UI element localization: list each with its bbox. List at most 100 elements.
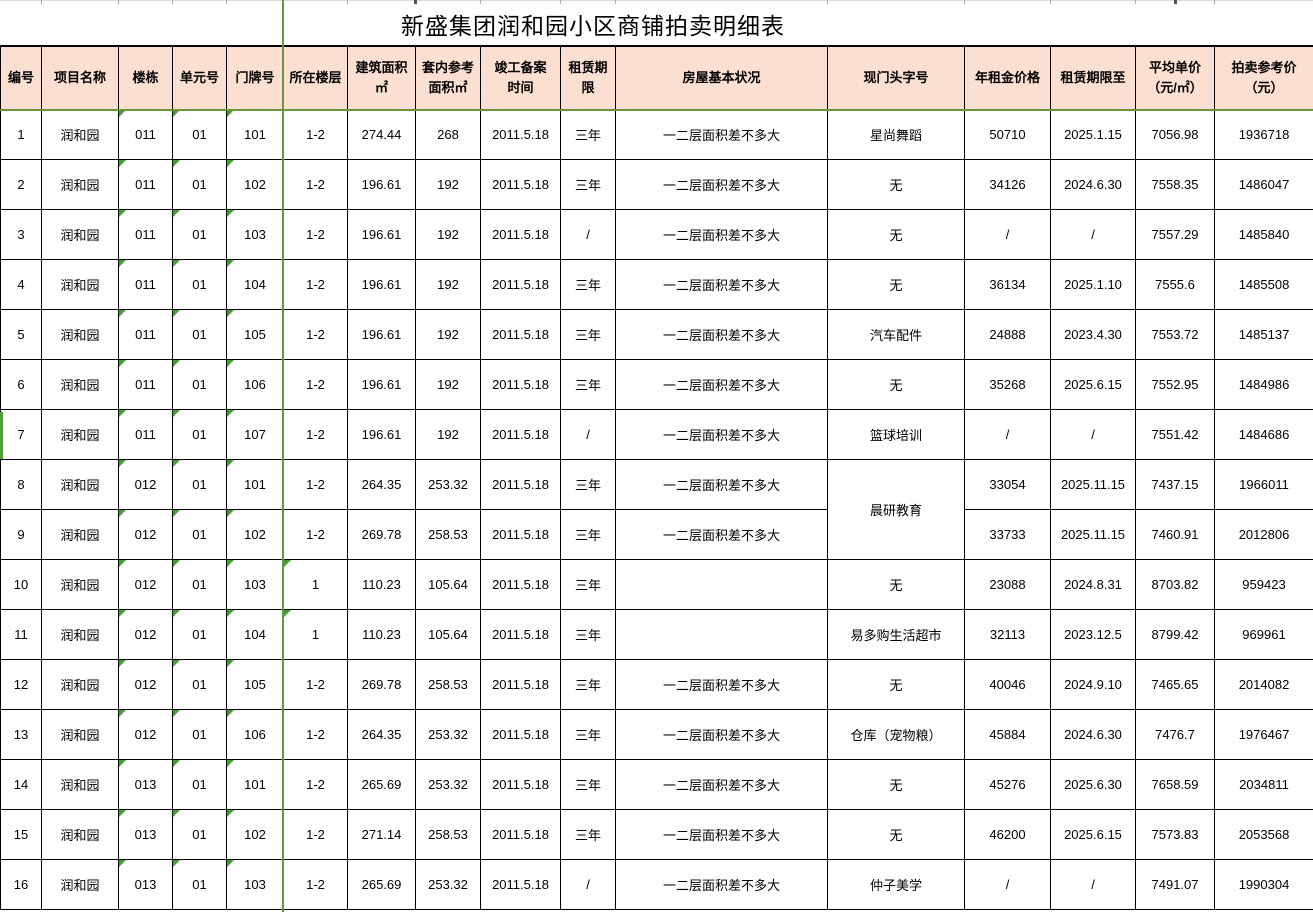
cell-auction_price[interactable]: 959423 xyxy=(1214,559,1313,610)
cell-lease_until[interactable]: 2024.6.30 xyxy=(1050,159,1136,210)
cell-project[interactable]: 润和园 xyxy=(41,659,119,710)
cell-condition[interactable] xyxy=(615,559,828,610)
cell-avg_price[interactable]: 7460.91 xyxy=(1135,509,1215,560)
cell-area[interactable]: 196.61 xyxy=(347,409,416,460)
cell-sign[interactable]: 易多购生活超市 xyxy=(827,609,965,660)
cell-area[interactable]: 264.35 xyxy=(347,709,416,760)
cell-area[interactable]: 265.69 xyxy=(347,759,416,810)
column-header-area[interactable]: 建筑面积 ㎡ xyxy=(347,45,416,110)
cell-condition[interactable]: 一二层面积差不多大 xyxy=(615,709,828,760)
cell-lease_term[interactable]: 三年 xyxy=(560,109,616,160)
cell-lease_until[interactable]: 2025.6.30 xyxy=(1050,759,1136,810)
cell-id[interactable]: 8 xyxy=(0,459,42,510)
cell-completion[interactable]: 2011.5.18 xyxy=(480,109,561,160)
cell-condition[interactable]: 一二层面积差不多大 xyxy=(615,409,828,460)
cell-door[interactable]: 104 xyxy=(226,259,284,310)
cell-completion[interactable]: 2011.5.18 xyxy=(480,809,561,860)
cell-completion[interactable]: 2011.5.18 xyxy=(480,509,561,560)
cell-inner_area[interactable]: 192 xyxy=(415,409,481,460)
cell-floor[interactable]: 1-2 xyxy=(283,709,348,760)
cell-completion[interactable]: 2011.5.18 xyxy=(480,209,561,260)
cell-sign[interactable]: 星尚舞蹈 xyxy=(827,109,965,160)
cell-condition[interactable] xyxy=(615,609,828,660)
cell-condition[interactable]: 一二层面积差不多大 xyxy=(615,359,828,410)
cell-door[interactable]: 105 xyxy=(226,659,284,710)
cell-condition[interactable]: 一二层面积差不多大 xyxy=(615,159,828,210)
cell-condition[interactable]: 一二层面积差不多大 xyxy=(615,309,828,360)
cell-door[interactable]: 101 xyxy=(226,459,284,510)
cell-inner_area[interactable]: 253.32 xyxy=(415,709,481,760)
cell-building[interactable]: 011 xyxy=(118,159,173,210)
cell-completion[interactable]: 2011.5.18 xyxy=(480,659,561,710)
cell-inner_area[interactable]: 258.53 xyxy=(415,659,481,710)
cell-area[interactable]: 274.44 xyxy=(347,109,416,160)
column-header-annual-rent[interactable]: 年租金价格 xyxy=(964,45,1051,110)
cell-sign[interactable]: 无 xyxy=(827,209,965,260)
cell-auction_price[interactable]: 2012806 xyxy=(1214,509,1313,560)
cell-completion[interactable]: 2011.5.18 xyxy=(480,559,561,610)
column-header-id[interactable]: 编号 xyxy=(0,45,42,110)
column-header-condition[interactable]: 房屋基本状况 xyxy=(615,45,828,110)
cell-id[interactable]: 14 xyxy=(0,759,42,810)
cell-auction_price[interactable]: 969961 xyxy=(1214,609,1313,660)
cell-annual_rent[interactable]: / xyxy=(964,859,1051,910)
cell-inner_area[interactable]: 253.32 xyxy=(415,859,481,910)
cell-completion[interactable]: 2011.5.18 xyxy=(480,259,561,310)
cell-lease_until[interactable]: 2025.1.10 xyxy=(1050,259,1136,310)
cell-condition[interactable]: 一二层面积差不多大 xyxy=(615,109,828,160)
cell-id[interactable]: 12 xyxy=(0,659,42,710)
cell-avg_price[interactable]: 7552.95 xyxy=(1135,359,1215,410)
cell-project[interactable]: 润和园 xyxy=(41,809,119,860)
cell-lease_until[interactable]: / xyxy=(1050,859,1136,910)
cell-inner_area[interactable]: 192 xyxy=(415,159,481,210)
cell-condition[interactable]: 一二层面积差不多大 xyxy=(615,259,828,310)
cell-floor[interactable]: 1-2 xyxy=(283,459,348,510)
cell-annual_rent[interactable]: / xyxy=(964,209,1051,260)
cell-lease_term[interactable]: 三年 xyxy=(560,509,616,560)
cell-id[interactable]: 6 xyxy=(0,359,42,410)
cell-floor[interactable]: 1-2 xyxy=(283,759,348,810)
cell-lease_term[interactable]: 三年 xyxy=(560,159,616,210)
cell-door[interactable]: 102 xyxy=(226,509,284,560)
cell-area[interactable]: 196.61 xyxy=(347,159,416,210)
column-header-sign[interactable]: 现门头字号 xyxy=(827,45,965,110)
cell-id[interactable]: 16 xyxy=(0,859,42,910)
cell-door[interactable]: 105 xyxy=(226,309,284,360)
cell-condition[interactable]: 一二层面积差不多大 xyxy=(615,859,828,910)
cell-floor[interactable]: 1-2 xyxy=(283,509,348,560)
column-header-unit[interactable]: 单元号 xyxy=(172,45,227,110)
cell-area[interactable]: 196.61 xyxy=(347,209,416,260)
cell-building[interactable]: 011 xyxy=(118,359,173,410)
cell-floor[interactable]: 1-2 xyxy=(283,309,348,360)
cell-unit[interactable]: 01 xyxy=(172,509,227,560)
cell-sign[interactable]: 汽车配件 xyxy=(827,309,965,360)
cell-condition[interactable]: 一二层面积差不多大 xyxy=(615,759,828,810)
cell-id[interactable]: 2 xyxy=(0,159,42,210)
cell-auction_price[interactable]: 2053568 xyxy=(1214,809,1313,860)
cell-completion[interactable]: 2011.5.18 xyxy=(480,359,561,410)
cell-building[interactable]: 012 xyxy=(118,509,173,560)
cell-avg_price[interactable]: 7491.07 xyxy=(1135,859,1215,910)
cell-sign[interactable]: 无 xyxy=(827,259,965,310)
cell-unit[interactable]: 01 xyxy=(172,609,227,660)
cell-lease_until[interactable]: 2025.1.15 xyxy=(1050,109,1136,160)
cell-door[interactable]: 102 xyxy=(226,809,284,860)
column-header-project[interactable]: 项目名称 xyxy=(41,45,119,110)
column-header-inner-area[interactable]: 套内参考 面积㎡ xyxy=(415,45,481,110)
cell-area[interactable]: 196.61 xyxy=(347,309,416,360)
cell-unit[interactable]: 01 xyxy=(172,409,227,460)
cell-completion[interactable]: 2011.5.18 xyxy=(480,609,561,660)
cell-auction_price[interactable]: 1936718 xyxy=(1214,109,1313,160)
cell-lease_term[interactable]: / xyxy=(560,859,616,910)
cell-inner_area[interactable]: 258.53 xyxy=(415,809,481,860)
cell-lease_until[interactable]: / xyxy=(1050,409,1136,460)
cell-area[interactable]: 196.61 xyxy=(347,359,416,410)
cell-id[interactable]: 3 xyxy=(0,209,42,260)
cell-floor[interactable]: 1-2 xyxy=(283,809,348,860)
cell-inner_area[interactable]: 253.32 xyxy=(415,759,481,810)
cell-auction_price[interactable]: 1485137 xyxy=(1214,309,1313,360)
cell-building[interactable]: 011 xyxy=(118,209,173,260)
cell-inner_area[interactable]: 105.64 xyxy=(415,609,481,660)
cell-project[interactable]: 润和园 xyxy=(41,259,119,310)
cell-lease_term[interactable]: 三年 xyxy=(560,559,616,610)
